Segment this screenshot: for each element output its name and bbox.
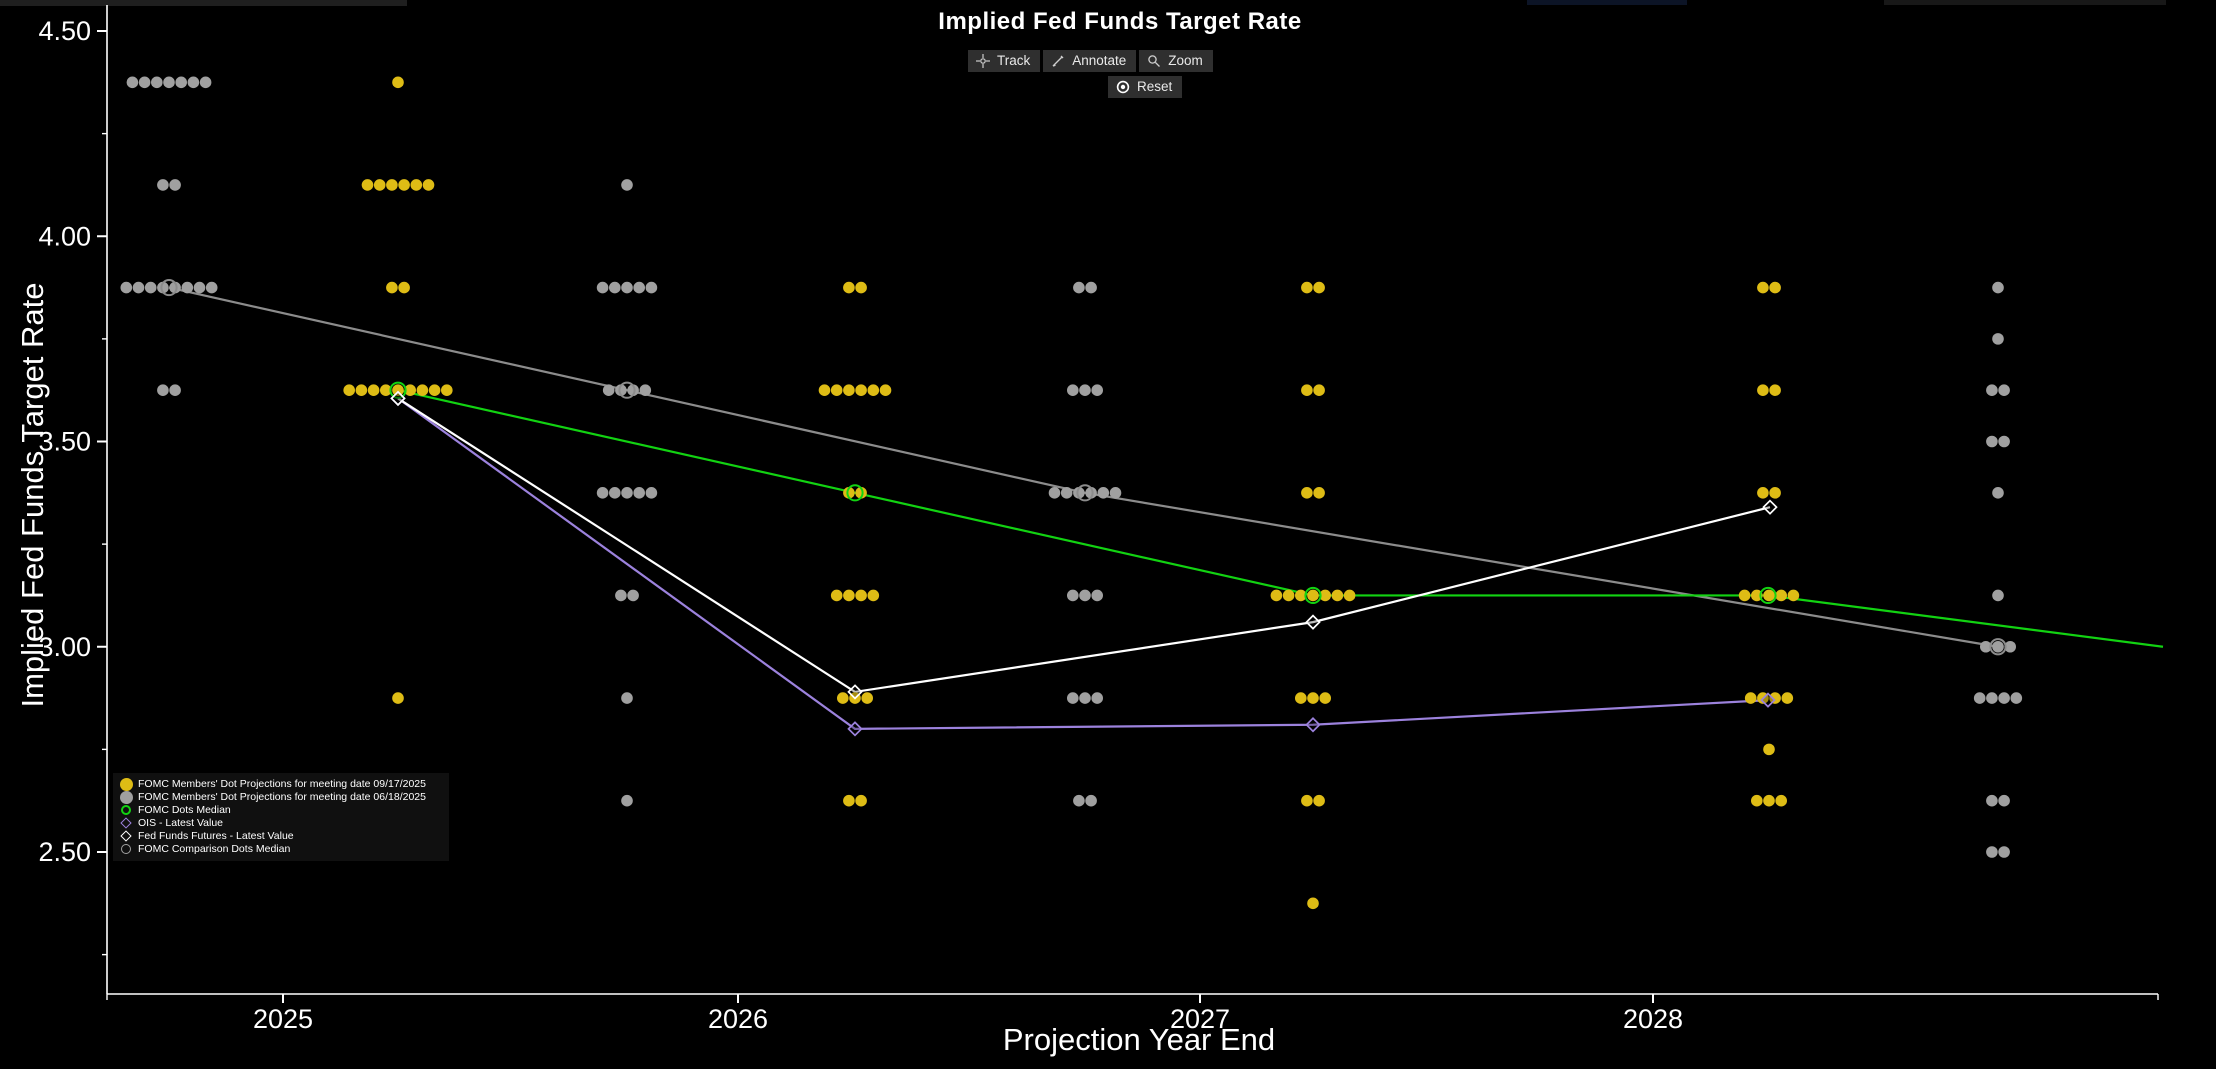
annotate-button-label: Annotate — [1072, 53, 1127, 68]
reset-button[interactable]: Reset — [1108, 76, 1183, 98]
svg-text:3.00: 3.00 — [38, 632, 91, 662]
svg-text:2025: 2025 — [253, 1004, 313, 1034]
legend-label: FOMC Members' Dot Projections for meetin… — [138, 791, 426, 804]
green-ring-marker-icon — [121, 805, 131, 816]
purple-diamond-marker-icon — [120, 817, 132, 829]
track-button[interactable]: Track — [968, 50, 1041, 72]
crosshair-icon — [976, 53, 990, 68]
legend-item-ois-latest[interactable]: OIS - Latest Value — [120, 817, 441, 830]
legend-item-fed-funds-futures[interactable]: Fed Funds Futures - Latest Value — [120, 830, 441, 843]
legend-label: FOMC Dots Median — [138, 804, 231, 817]
zoom-button[interactable]: Zoom — [1139, 50, 1213, 72]
reset-button-label: Reset — [1137, 79, 1173, 94]
y-axis-title: Implied Fed Funds Target Rate — [15, 282, 50, 708]
x-axis-title: Projection Year End — [1002, 1022, 1276, 1057]
gray-dot-marker-icon — [120, 790, 133, 804]
top-edge-strip-right — [1884, 0, 2166, 5]
legend-label: Fed Funds Futures - Latest Value — [138, 830, 294, 842]
svg-text:2027: 2027 — [1170, 1004, 1230, 1034]
chart-legend: FOMC Members' Dot Projections for meetin… — [113, 773, 449, 862]
chart-toolbar: Track Annotate Zoom — [968, 50, 1213, 72]
legend-label: OIS - Latest Value — [138, 817, 224, 830]
svg-text:4.50: 4.50 — [38, 16, 91, 46]
chart-title: Implied Fed Funds Target Rate — [938, 8, 1302, 35]
svg-text:3.50: 3.50 — [38, 427, 91, 457]
gray-ring-marker-icon — [121, 843, 131, 854]
legend-item-fomc-dots-0917[interactable]: FOMC Members' Dot Projections for meetin… — [120, 777, 441, 791]
legend-item-comparison-median[interactable]: FOMC Comparison Dots Median — [120, 842, 441, 855]
svg-text:2.50: 2.50 — [38, 837, 91, 867]
reset-row: Reset — [1108, 76, 1183, 99]
svg-text:4.00: 4.00 — [38, 221, 91, 251]
legend-label: FOMC Members' Dot Projections for meetin… — [138, 778, 426, 791]
annotate-button[interactable]: Annotate — [1043, 50, 1137, 72]
track-button-label: Track — [997, 53, 1031, 68]
yellow-dot-marker-icon — [120, 777, 133, 791]
reset-target-icon — [1116, 80, 1130, 94]
white-diamond-marker-icon — [120, 830, 132, 842]
pencil-icon — [1051, 54, 1065, 68]
top-edge-strip-left — [0, 0, 407, 6]
svg-text:2026: 2026 — [708, 1004, 768, 1034]
legend-label: FOMC Comparison Dots Median — [138, 842, 291, 855]
top-edge-strip-blue — [1527, 0, 1687, 5]
zoom-button-label: Zoom — [1168, 53, 1203, 68]
legend-item-fomc-dots-median[interactable]: FOMC Dots Median — [120, 804, 441, 817]
legend-item-fomc-dots-0618[interactable]: FOMC Members' Dot Projections for meetin… — [120, 790, 441, 804]
svg-text:2028: 2028 — [1623, 1004, 1683, 1034]
magnifier-icon — [1147, 54, 1161, 68]
